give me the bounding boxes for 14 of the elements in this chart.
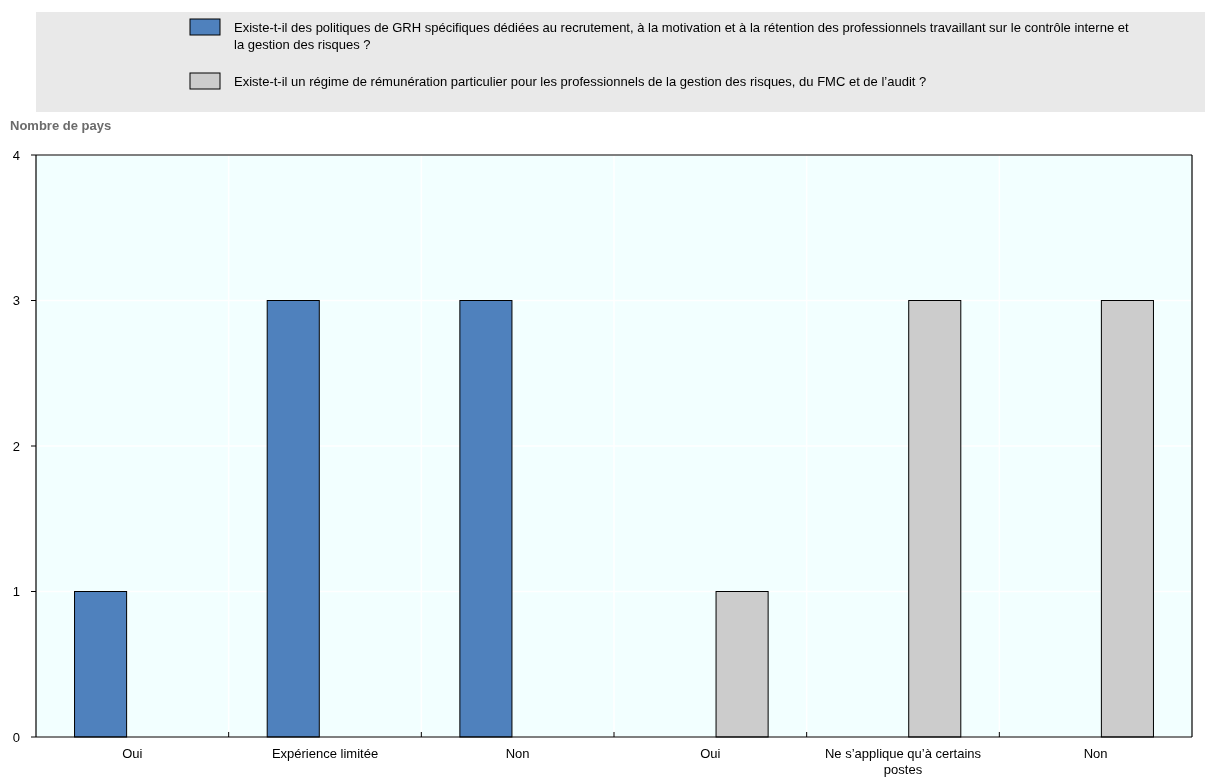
y-axis-title: Nombre de pays — [10, 118, 112, 133]
legend-label: Existe-t-il un régime de rémunération particulier pour les professionnels de la gestion des risques, du FMC et de l’audit ? — [234, 74, 927, 89]
x-tick-label: Non — [1083, 746, 1108, 761]
y-tick-label: 2 — [12, 438, 20, 454]
x-tick-label: Ne s’applique qu’à certains postes — [824, 746, 982, 777]
y-tick-label: 4 — [12, 147, 20, 163]
x-tick-label: Oui — [122, 746, 143, 761]
x-tick-label: Non — [505, 746, 530, 761]
y-tick-label: 3 — [12, 293, 20, 309]
legend-label: Existe-t-il des politiques de GRH spécifiques dédiées au recrutement, à la motivation et à la rétention des professionnels travaillant sur le contrôle interne et la gestion des risques ? — [234, 20, 1129, 52]
x-tick-label: Oui — [700, 746, 721, 761]
y-tick-label: 1 — [12, 584, 20, 600]
x-tick-label: Expérience limitée — [271, 746, 379, 761]
y-tick-label: 0 — [12, 729, 20, 745]
